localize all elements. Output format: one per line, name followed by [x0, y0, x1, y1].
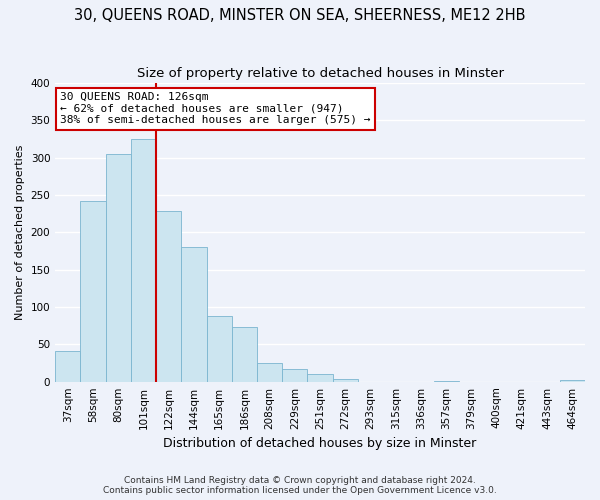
Bar: [106, 154, 131, 382]
Bar: [560, 380, 585, 382]
Bar: [282, 369, 307, 382]
Text: 30 QUEENS ROAD: 126sqm
← 62% of detached houses are smaller (947)
38% of semi-de: 30 QUEENS ROAD: 126sqm ← 62% of detached…: [61, 92, 371, 125]
Bar: [55, 351, 80, 382]
Text: Contains HM Land Registry data © Crown copyright and database right 2024.
Contai: Contains HM Land Registry data © Crown c…: [103, 476, 497, 495]
Bar: [232, 327, 257, 382]
Bar: [257, 363, 282, 382]
Y-axis label: Number of detached properties: Number of detached properties: [15, 144, 25, 320]
Bar: [156, 212, 181, 382]
Bar: [206, 316, 232, 382]
Text: 30, QUEENS ROAD, MINSTER ON SEA, SHEERNESS, ME12 2HB: 30, QUEENS ROAD, MINSTER ON SEA, SHEERNE…: [74, 8, 526, 22]
Bar: [181, 248, 206, 382]
Bar: [80, 201, 106, 382]
Bar: [307, 374, 332, 382]
X-axis label: Distribution of detached houses by size in Minster: Distribution of detached houses by size …: [163, 437, 477, 450]
Bar: [131, 139, 156, 382]
Bar: [434, 381, 459, 382]
Bar: [332, 380, 358, 382]
Title: Size of property relative to detached houses in Minster: Size of property relative to detached ho…: [137, 68, 503, 80]
